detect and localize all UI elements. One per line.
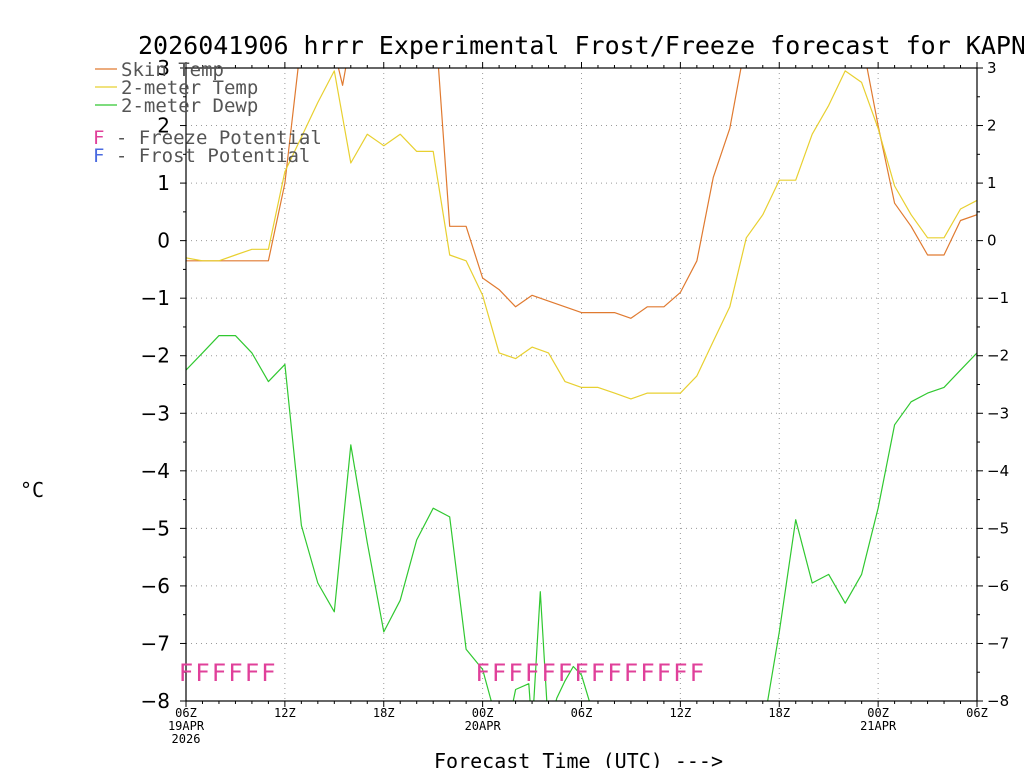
- legend-label-skin-temp: Skin Temp: [121, 59, 224, 81]
- freeze-flag: F: [195, 659, 209, 687]
- y-tick-label-right: 1: [987, 174, 997, 192]
- x-tick-label: 18Z: [373, 706, 395, 720]
- x-tick-label: 06Z: [571, 706, 593, 720]
- series-line-skin-temp: [186, 68, 977, 319]
- y-tick-label: −6: [141, 574, 170, 598]
- x-axis-label: Forecast Time (UTC) --->: [434, 749, 723, 768]
- y-tick-label: −1: [141, 286, 170, 310]
- freeze-flag: F: [607, 659, 621, 687]
- legend-frost-symbol: F: [93, 145, 104, 167]
- y-tick-label-right: −5: [987, 519, 1009, 537]
- series-group: [186, 68, 977, 701]
- y-tick-label-right: −8: [987, 692, 1009, 710]
- x-tick-label: 21APR: [860, 719, 897, 733]
- y-tick-label: −4: [141, 459, 170, 483]
- x-tick-label: 00Z: [472, 706, 494, 720]
- freeze-flag: F: [492, 659, 506, 687]
- legend-frost-label: - Frost Potential: [104, 145, 310, 167]
- x-tick-label: 20APR: [465, 719, 502, 733]
- freeze-flag: F: [179, 659, 193, 687]
- freeze-flag: F: [508, 659, 522, 687]
- freeze-flag: F: [541, 659, 555, 687]
- y-tick-label: −5: [141, 516, 170, 540]
- y-tick-label: −2: [141, 344, 170, 368]
- freeze-flag: F: [574, 659, 588, 687]
- freeze-flag: F: [624, 659, 638, 687]
- x-tick-label: 12Z: [274, 706, 296, 720]
- x-tick-label: 06Z: [175, 706, 197, 720]
- grid: [186, 68, 977, 701]
- y-tick-label: 1: [157, 171, 170, 195]
- freeze-flag: F: [690, 659, 704, 687]
- y-tick-label: −3: [141, 401, 170, 425]
- freeze-flag: F: [212, 659, 226, 687]
- y-tick-label-right: −6: [987, 577, 1009, 595]
- freeze-flag: F: [245, 659, 259, 687]
- freeze-flag: F: [657, 659, 671, 687]
- legend-label-2m-temp: 2-meter Temp: [121, 77, 258, 99]
- x-tick-label: 00Z: [867, 706, 889, 720]
- freeze-flag: F: [525, 659, 539, 687]
- chart-title: 2026041906 hrrr Experimental Frost/Freez…: [138, 31, 1024, 60]
- legend-label-2m-dewp: 2-meter Dewp: [121, 95, 258, 117]
- y-tick-label: 3: [157, 56, 170, 80]
- y-tick-label: 0: [157, 229, 170, 253]
- y-tick-label-right: −7: [987, 634, 1009, 652]
- freeze-flag: F: [558, 659, 572, 687]
- y-tick-label-right: 2: [987, 117, 997, 135]
- legend-freeze-symbol: F: [93, 127, 104, 149]
- freeze-flag: F: [228, 659, 242, 687]
- freeze-flag: F: [475, 659, 489, 687]
- x-tick-label: 18Z: [768, 706, 790, 720]
- y-axis-label: °C: [20, 478, 44, 502]
- y-tick-label: −8: [141, 689, 170, 713]
- x-tick-label: 06Z: [966, 706, 988, 720]
- freeze-flag: F: [640, 659, 654, 687]
- y-tick-label: −7: [141, 631, 170, 655]
- y-tick-label-right: −2: [987, 347, 1009, 365]
- y-tick-label-right: −3: [987, 404, 1009, 422]
- series-line-2-meter-dewp: [186, 335, 977, 701]
- y-tick-label-right: 0: [987, 232, 997, 250]
- y-tick-label-right: −4: [987, 462, 1009, 480]
- x-tick-label: 19APR: [168, 719, 205, 733]
- y-axis: 3 3 2 2 1 1 0 0 −1 −1 −2 −2 −3 −3 −4 −4 −5 −5 −6 −6 −7 −7 −8 −8: [141, 56, 1010, 713]
- y-tick-label-right: 3: [987, 59, 997, 77]
- x-tick-label: 2026: [172, 732, 201, 746]
- freeze-flag: F: [261, 659, 275, 687]
- y-tick-label-right: −1: [987, 289, 1009, 307]
- freeze-flag: F: [673, 659, 687, 687]
- legend-frost-potential: F - Frost Potential: [93, 145, 310, 167]
- x-tick-label: 12Z: [670, 706, 692, 720]
- y-tick-label: 2: [157, 114, 170, 138]
- legend-freeze-potential: F - Freeze Potential: [93, 127, 322, 149]
- freeze-flag: F: [591, 659, 605, 687]
- legend-freeze-label: - Freeze Potential: [104, 127, 321, 149]
- series-line-2-meter-temp: [186, 70, 977, 400]
- legend: Skin Temp 2-meter Temp 2-meter Dewp F - …: [93, 59, 322, 167]
